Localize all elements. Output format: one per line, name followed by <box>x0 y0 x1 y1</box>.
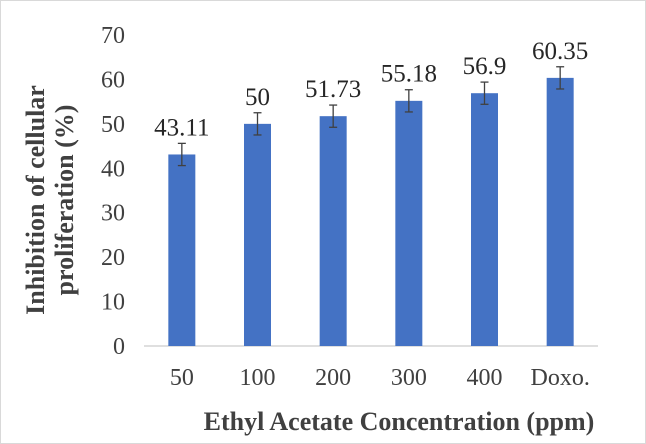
data-label: 56.9 <box>463 53 507 80</box>
y-tick-label: 40 <box>101 156 125 182</box>
bar <box>319 116 347 347</box>
x-tick-label: 100 <box>240 365 276 391</box>
y-tick-label: 0 <box>113 334 125 360</box>
x-axis-ticks: 50 100 200 300 400 Doxo. <box>170 365 590 391</box>
bar <box>168 154 196 346</box>
x-tick-label: 400 <box>467 365 503 391</box>
x-tick-label: 50 <box>170 365 194 391</box>
error-bar <box>480 81 489 105</box>
data-label: 50 <box>245 84 270 111</box>
data-label: 55.18 <box>381 61 437 88</box>
x-tick-label: 200 <box>315 365 351 391</box>
error-bar <box>253 112 262 136</box>
bar <box>546 77 574 347</box>
data-label: 43.11 <box>154 114 209 141</box>
error-bar <box>404 89 413 113</box>
y-tick-label: 10 <box>101 290 125 316</box>
error-bar <box>556 66 565 90</box>
x-axis-title: Ethyl Acetate Concentration (ppm) <box>204 407 595 436</box>
y-tick-label: 30 <box>101 201 125 227</box>
data-label: 60.35 <box>532 38 588 65</box>
y-tick-label: 20 <box>101 245 125 271</box>
error-bar <box>177 142 186 167</box>
y-axis-ticks: 0 10 20 30 40 50 60 70 <box>101 23 125 360</box>
y-axis-title-line-2: proliferation (%) <box>50 105 79 296</box>
y-axis-title-line-1: Inhibition of cellular <box>21 85 50 315</box>
bar <box>471 93 498 346</box>
bar <box>395 100 423 346</box>
bars <box>168 77 574 347</box>
error-bars <box>177 66 565 167</box>
error-bar <box>329 104 338 128</box>
data-labels: 43.11 50 51.73 55.18 56.9 60.35 <box>154 38 588 142</box>
data-label: 51.73 <box>305 76 361 103</box>
bar <box>244 123 271 346</box>
y-tick-label: 70 <box>101 23 125 49</box>
y-tick-label: 50 <box>101 112 125 138</box>
x-tick-label: 300 <box>391 365 427 391</box>
y-tick-label: 60 <box>101 67 125 93</box>
x-tick-label: Doxo. <box>530 365 589 391</box>
